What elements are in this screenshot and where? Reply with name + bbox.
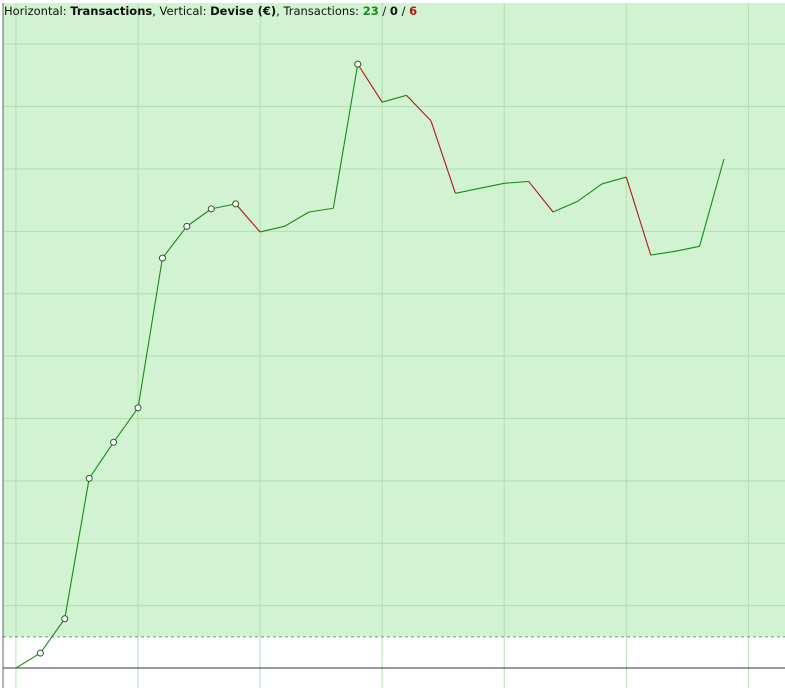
line-segment [308,207,334,213]
line-segment [430,120,456,194]
line-segment [504,180,529,184]
line-segment [406,94,432,122]
point-marker [134,404,142,412]
line-segment [259,225,285,233]
point-marker [183,222,191,230]
point-marker [110,438,118,446]
line-segment [528,181,554,213]
line-segment [235,203,261,233]
line-segment [137,258,163,408]
line-segment [332,64,359,209]
value: Transactions [70,4,153,18]
point-marker [232,200,240,208]
sep: / [397,4,410,18]
line-segment [650,250,676,256]
line-segment [479,182,505,189]
line-segment [601,176,627,185]
point-marker [207,205,215,213]
line-segment [211,203,236,210]
line-segment [113,407,139,443]
line-segment [15,652,41,669]
wins: 23 [362,4,379,18]
line-segment [64,478,90,619]
plot-fill [3,3,785,637]
value: Devise (€) [210,4,277,18]
point-marker [36,649,44,657]
line-segment [625,176,652,256]
point-marker [354,60,362,68]
line-segment [382,94,407,103]
point-marker [85,474,93,482]
even: 0 [389,4,398,18]
sep: / [378,4,390,18]
label: , Vertical: [152,4,211,18]
line-segment [186,208,212,227]
line-segment [88,441,115,479]
header: Horizontal: Transactions, Vertical: Devi… [4,4,417,18]
point-marker [61,615,69,623]
losses: 6 [409,4,418,18]
line-segment [161,226,188,259]
line-segment [284,211,310,227]
line-segment [39,618,66,654]
line-segment [455,187,480,194]
line-segment [577,183,603,202]
point-marker [158,254,166,262]
line-segment [675,245,700,252]
line-segment [357,63,383,103]
line-segment [552,200,578,213]
label: , Transactions: [276,4,363,18]
label: Horizontal: [4,4,71,18]
line-segment [699,158,725,247]
